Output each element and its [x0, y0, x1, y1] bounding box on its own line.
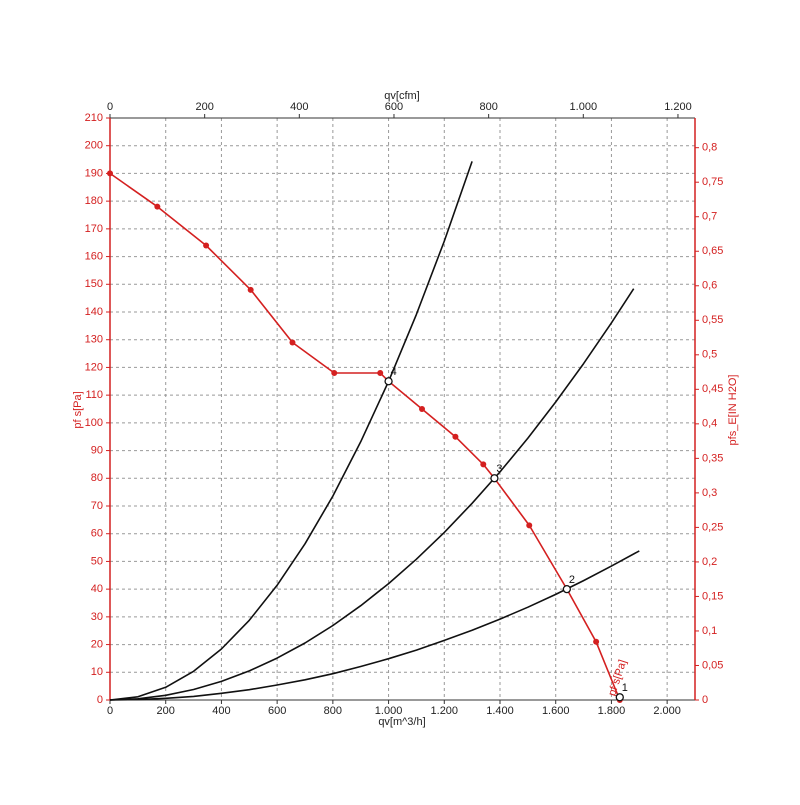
y2-tick-label: 0,35: [702, 452, 723, 464]
y-tick-label: 180: [85, 195, 103, 207]
y-tick-label: 100: [85, 417, 103, 429]
y2-tick-label: 0,2: [702, 556, 717, 568]
y-tick-label: 70: [91, 500, 103, 512]
data-point: [480, 461, 487, 468]
x2-tick-label: 0: [107, 101, 113, 113]
y2-tick-label: 0,3: [702, 487, 717, 499]
y-tick-label: 150: [85, 278, 103, 290]
data-point: [419, 406, 425, 412]
x-tick-label: 1.400: [486, 705, 514, 717]
x2-tick-label: 1.000: [570, 101, 598, 113]
x2-tick-label: 800: [479, 101, 497, 113]
y-axis-title: pf s[Pa]: [72, 391, 84, 428]
y-tick-label: 0: [97, 694, 103, 706]
x2-tick-label: 400: [290, 101, 308, 113]
y2-tick-label: 0,8: [702, 142, 717, 154]
y-tick-label: 200: [85, 140, 103, 152]
x-tick-label: 1.600: [542, 705, 570, 717]
x2-tick-label: 1.200: [664, 101, 692, 113]
x-axis-title: qv[m^3/h]: [378, 716, 425, 728]
data-point: [452, 433, 459, 440]
x-tick-label: 1.200: [431, 705, 459, 717]
y-tick-label: 130: [85, 334, 103, 346]
x-tick-label: 800: [324, 705, 342, 717]
data-point: [377, 369, 384, 376]
data-point: [107, 170, 113, 177]
data-point: [526, 522, 533, 529]
point-label: 4: [391, 366, 397, 378]
operating-point: [490, 474, 499, 483]
data-point: [247, 286, 254, 293]
y-tick-label: 110: [85, 389, 103, 401]
series-line: [109, 161, 473, 701]
y-tick-label: 80: [91, 472, 103, 484]
y2-tick-label: 0,5: [702, 349, 717, 361]
y2-axis-title: pfs_E[IN H2O]: [727, 375, 739, 446]
x-tick-label: 0: [107, 705, 113, 717]
y-tick-label: 40: [91, 583, 103, 595]
y-tick-label: 210: [85, 112, 103, 124]
y2-tick-label: 0,4: [702, 418, 717, 430]
y2-tick-label: 0,15: [702, 590, 723, 602]
y-tick-label: 190: [85, 167, 103, 179]
operating-point: [384, 377, 393, 386]
series-line: [109, 288, 635, 701]
data-point: [331, 369, 338, 376]
y2-tick-label: 0,55: [702, 314, 723, 326]
y-tick-label: 30: [91, 611, 103, 623]
y2-tick-label: 0,05: [702, 659, 723, 671]
data-point: [289, 339, 296, 346]
point-label: 2: [569, 574, 575, 586]
operating-point: [562, 584, 572, 594]
y2-tick-label: 0,65: [702, 245, 723, 257]
x-tick-label: 2.000: [653, 705, 681, 717]
y-tick-label: 20: [91, 638, 103, 650]
y-tick-label: 50: [91, 555, 103, 567]
x2-tick-label: 200: [195, 101, 213, 113]
y-tick-label: 60: [91, 528, 103, 540]
point-label: 3: [496, 463, 502, 475]
y-tick-label: 140: [85, 306, 103, 318]
x-tick-label: 1.000: [375, 705, 403, 717]
y2-tick-label: 0,6: [702, 280, 717, 292]
y-tick-label: 160: [85, 250, 103, 262]
data-point: [203, 242, 210, 249]
x-tick-label: 1.800: [598, 705, 626, 717]
y-tick-label: 10: [91, 666, 103, 678]
series-line: [109, 172, 621, 701]
y2-tick-label: 0,1: [702, 625, 717, 637]
y2-tick-label: 0,25: [702, 521, 723, 533]
x2-axis-title: qv[cfm]: [384, 90, 419, 102]
data-point: [154, 203, 161, 210]
x-tick-label: 400: [212, 705, 230, 717]
y-tick-label: 90: [91, 444, 103, 456]
operating-point: [615, 693, 624, 702]
x-tick-label: 600: [268, 705, 286, 717]
y2-tick-label: 0,75: [702, 176, 723, 188]
y2-tick-label: 0: [702, 694, 708, 706]
y2-tick-label: 0,7: [702, 211, 717, 223]
point-label: 1: [622, 682, 628, 694]
y-tick-label: 120: [85, 361, 103, 373]
x2-tick-label: 600: [385, 101, 403, 113]
y2-tick-label: 0,45: [702, 383, 723, 395]
data-point: [593, 638, 600, 645]
y-tick-label: 170: [85, 223, 103, 235]
series-line: [109, 550, 640, 701]
x-tick-label: 200: [157, 705, 175, 717]
